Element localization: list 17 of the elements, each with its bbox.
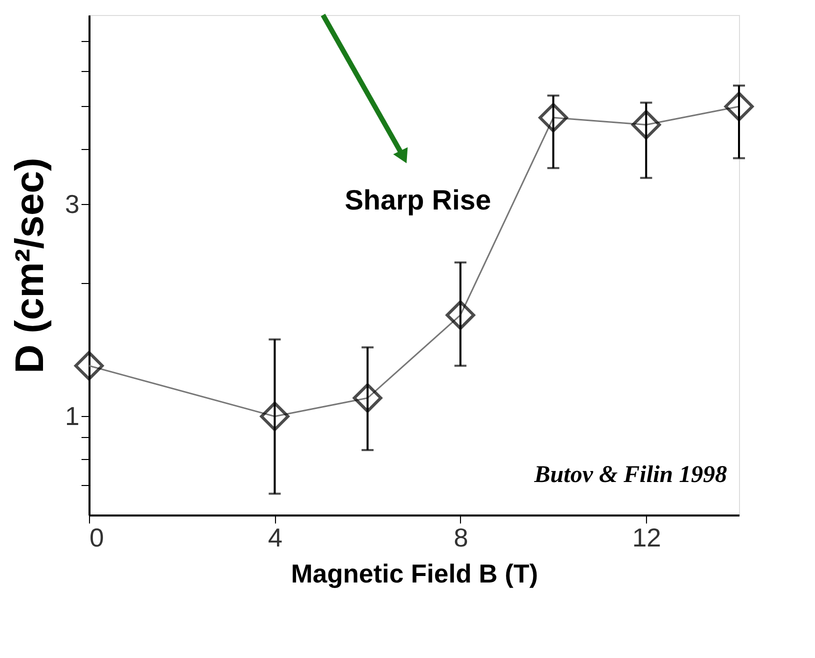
annotation: Butov & Filin 1998 [533, 462, 727, 488]
x-tick-label: 12 [632, 522, 662, 552]
y-tick-label: 3 [65, 188, 80, 219]
point [538, 102, 568, 132]
y-tick-label: 1 [65, 400, 80, 431]
point [631, 110, 661, 140]
point [260, 402, 290, 432]
point [352, 383, 382, 413]
point [74, 351, 104, 380]
point [724, 92, 754, 122]
point [446, 300, 476, 330]
x-tick-label: 4 [268, 522, 282, 552]
x-tick-label: 8 [454, 522, 468, 552]
x-axis-title: Magnetic Field B (T) [291, 558, 538, 588]
y-axis-title: D (cm²/sec) [8, 158, 52, 374]
annotation: Sharp Rise [344, 184, 492, 216]
x-tick-label: 0 [90, 522, 104, 552]
